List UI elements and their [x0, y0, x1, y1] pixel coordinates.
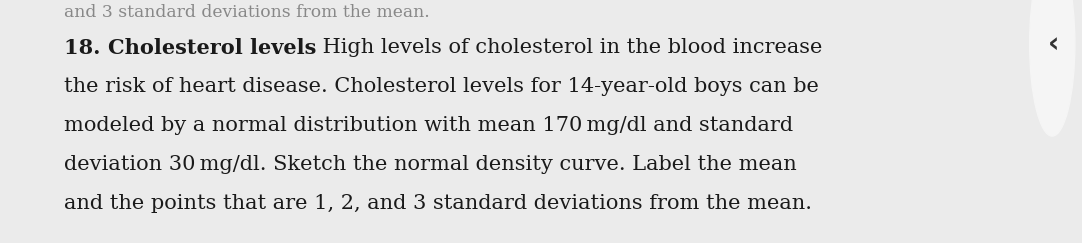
Text: ‹: ‹ — [1047, 30, 1059, 58]
Text: High levels of cholesterol in the blood increase: High levels of cholesterol in the blood … — [316, 38, 822, 57]
Circle shape — [1030, 0, 1074, 136]
Text: 18.: 18. — [64, 38, 108, 58]
Text: Cholesterol levels: Cholesterol levels — [108, 38, 316, 58]
Text: and the points that are 1, 2, and 3 standard deviations from the mean.: and the points that are 1, 2, and 3 stan… — [64, 194, 813, 213]
Text: the risk of heart disease. Cholesterol levels for 14-year-old boys can be: the risk of heart disease. Cholesterol l… — [64, 77, 819, 96]
Text: modeled by a normal distribution with mean 170 mg/dl and standard: modeled by a normal distribution with me… — [64, 116, 793, 135]
Text: deviation 30 mg/dl. Sketch the normal density curve. Label the mean: deviation 30 mg/dl. Sketch the normal de… — [64, 155, 797, 174]
Text: and 3 standard deviations from the mean.: and 3 standard deviations from the mean. — [64, 4, 430, 21]
